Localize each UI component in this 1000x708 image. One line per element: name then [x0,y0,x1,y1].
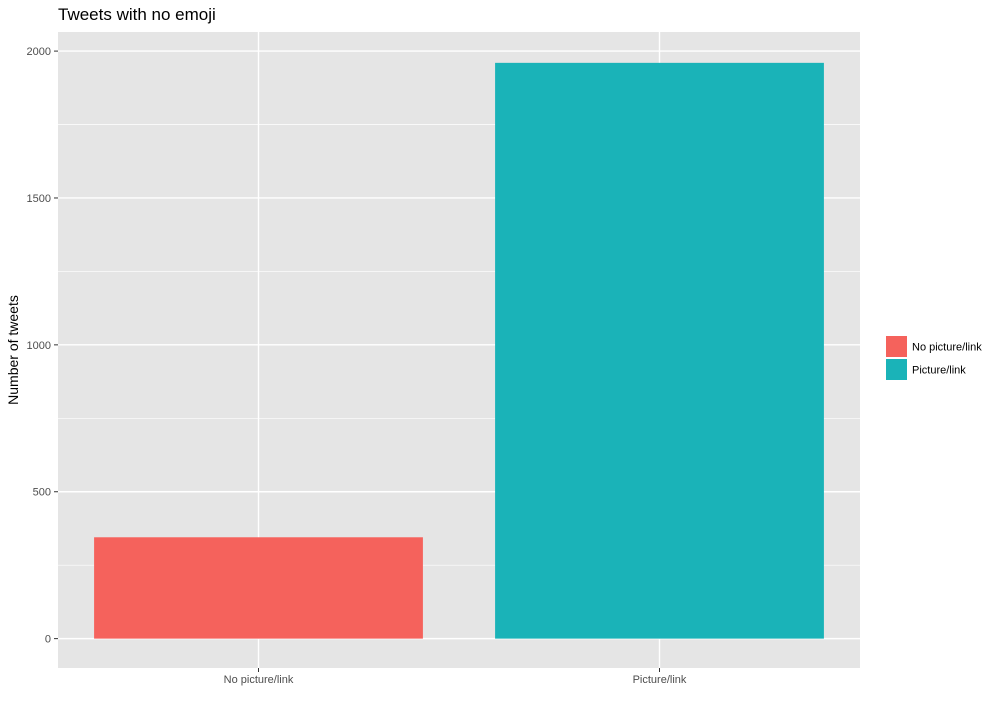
y-axis-title: Number of tweets [5,295,21,405]
y-tick-label: 1000 [27,340,51,352]
y-axis-ticks: 0 500 1000 1500 2000 [27,46,58,646]
legend-label: Picture/link [912,365,966,377]
legend-key [886,336,907,357]
bar [495,62,824,639]
bars [94,62,824,639]
y-tick-label: 500 [33,487,51,499]
legend: No picture/link Picture/link [886,336,982,380]
y-tick-label: 0 [45,634,51,646]
bar [94,537,423,639]
legend-key [886,359,907,380]
x-axis-ticks: No picture/link Picture/link [224,668,687,686]
x-tick-label: No picture/link [224,674,294,686]
y-tick-label: 1500 [27,193,51,205]
legend-label: No picture/link [912,342,982,354]
x-tick-label: Picture/link [633,674,687,686]
y-tick-label: 2000 [27,46,51,58]
chart-title: Tweets with no emoji [58,5,216,24]
